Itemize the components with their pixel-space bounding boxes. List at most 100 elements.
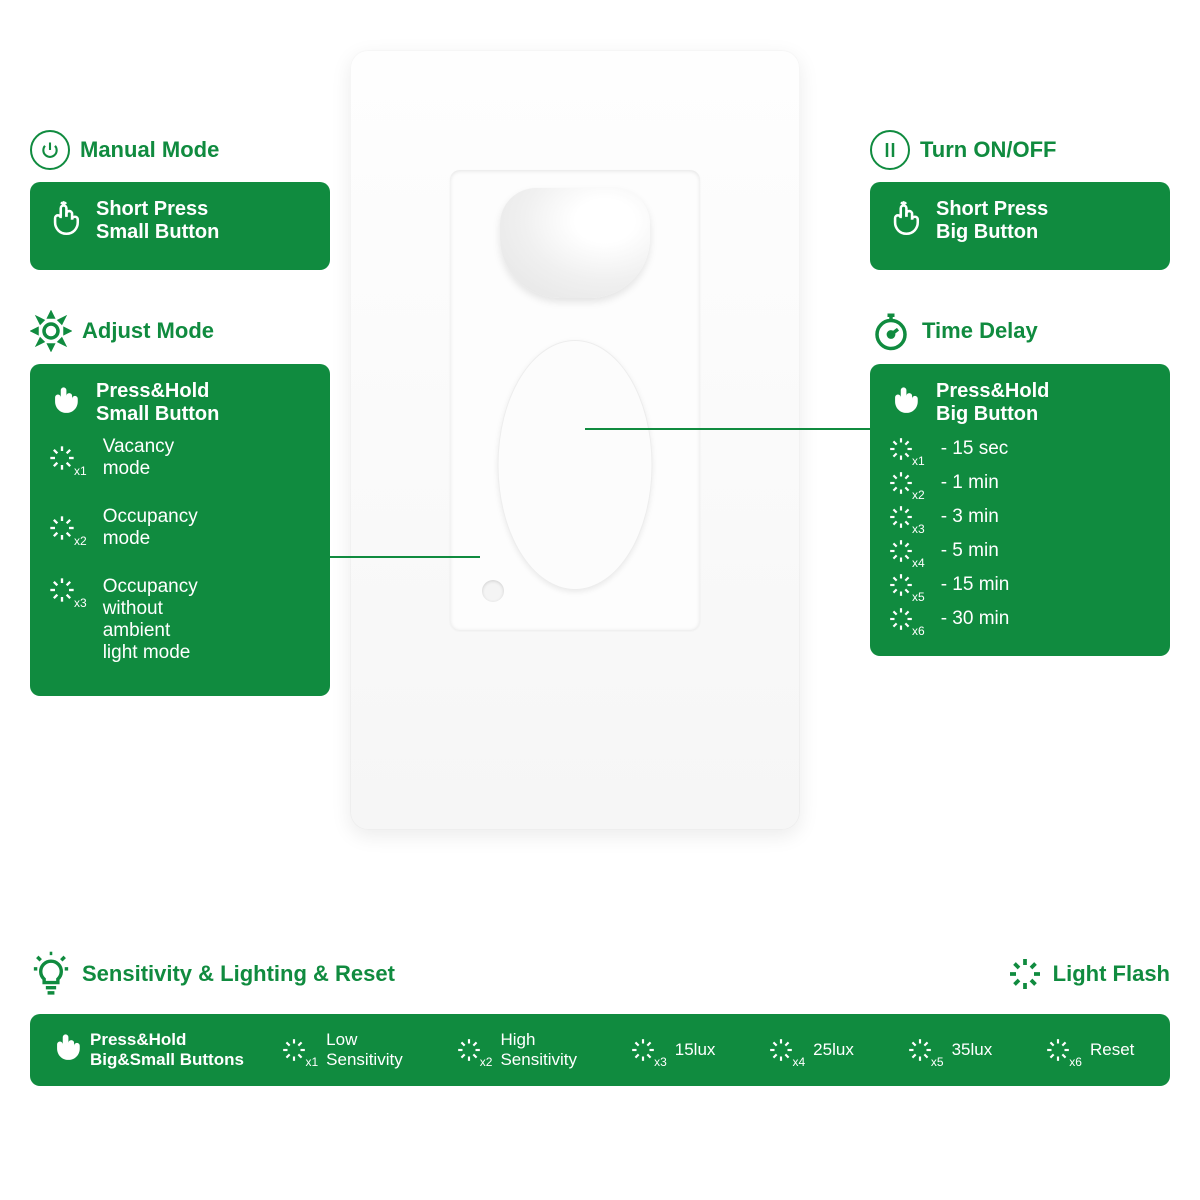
bottom-section: Sensitivity & Lighting & Reset Light Fla… xyxy=(30,950,1170,1086)
bottom-item-label: Sensitivity xyxy=(500,1050,577,1070)
flash-count: x3 xyxy=(74,596,87,610)
flash-icon: x4 xyxy=(768,1037,807,1063)
time-delay-box: Press&Hold Big Button x1- 15 secx2- 1 mi… xyxy=(870,364,1170,656)
delay-action-line2: Big Button xyxy=(936,403,1049,426)
time-delay-header: Time Delay xyxy=(870,310,1170,352)
tap-icon xyxy=(48,201,82,241)
light-flash-header: Light Flash xyxy=(1007,956,1170,992)
flash-count: x3 xyxy=(912,522,925,536)
adjust-action-line2: Small Button xyxy=(96,403,219,426)
manual-mode-section: Manual Mode Short Press Small Button xyxy=(30,130,330,270)
bottom-item-label: 15lux xyxy=(675,1040,716,1060)
delay-item-label: - 15 min xyxy=(941,574,1010,596)
bottom-action-line2: Big&Small Buttons xyxy=(90,1050,244,1070)
manual-mode-header: Manual Mode xyxy=(30,130,330,170)
adjust-item-label: mode xyxy=(103,458,174,480)
delay-item-label: - 30 min xyxy=(941,608,1010,630)
adjust-mode-section: Adjust Mode Press&Hold Small Button x1 V… xyxy=(30,310,330,696)
flash-count: x5 xyxy=(931,1055,944,1069)
manual-mode-box: Short Press Small Button xyxy=(30,182,330,270)
adjust-mode-box: Press&Hold Small Button x1 Vacancy mode … xyxy=(30,364,330,696)
adjust-item-label: without xyxy=(103,598,198,620)
pause-icon xyxy=(870,130,910,170)
bottom-item: x2HighSensitivity xyxy=(456,1030,577,1070)
delay-item: x4 - 5 min xyxy=(888,538,1152,564)
bottom-item: x1LowSensitivity xyxy=(281,1030,402,1070)
sensitivity-header: Sensitivity & Lighting & Reset xyxy=(30,950,395,998)
flash-count: x4 xyxy=(792,1055,805,1069)
stopwatch-icon xyxy=(870,310,912,352)
flash-count: x6 xyxy=(1069,1055,1082,1069)
adjust-item-2: x3 Occupancy without ambient light mode xyxy=(48,576,312,664)
bottom-item: x5 35lux xyxy=(907,1037,992,1063)
manual-box-line1: Short Press xyxy=(96,198,219,221)
adjust-mode-header: Adjust Mode xyxy=(30,310,330,352)
bottom-item: x4 25lux xyxy=(768,1037,853,1063)
adjust-item-0: x1 Vacancy mode xyxy=(48,436,312,480)
adjust-item-label: ambient xyxy=(103,620,198,642)
delay-item: x2 - 1 min xyxy=(888,470,1152,496)
flash-count: x2 xyxy=(480,1055,493,1069)
adjust-item-label: Occupancy xyxy=(103,506,198,528)
flash-count: x4 xyxy=(912,556,925,570)
sensitivity-title: Sensitivity & Lighting & Reset xyxy=(82,961,395,987)
flash-icon: x6 xyxy=(1045,1037,1084,1063)
flash-count: x1 xyxy=(74,464,87,478)
delay-item-label: - 1 min xyxy=(941,472,999,494)
flash-icon: x1 xyxy=(48,444,89,472)
bottom-item-label: 35lux xyxy=(952,1040,993,1060)
hold-icon xyxy=(48,383,82,423)
flash-icon: x5 xyxy=(888,572,927,598)
onoff-box-line1: Short Press xyxy=(936,198,1048,221)
hold-icon xyxy=(888,383,922,423)
flash-icon: x3 xyxy=(888,504,927,530)
adjust-item-label: light mode xyxy=(103,642,198,664)
bulb-icon xyxy=(30,950,72,998)
delay-item: x1- 15 sec xyxy=(888,436,1152,462)
flash-icon: x3 xyxy=(48,576,89,604)
bottom-item-label: Sensitivity xyxy=(326,1050,403,1070)
device-inner-panel xyxy=(450,170,700,630)
delay-item-label: - 3 min xyxy=(941,506,999,528)
onoff-section: Turn ON/OFF Short Press Big Button xyxy=(870,130,1170,270)
flash-icon: x2 xyxy=(888,470,927,496)
bottom-item-label: Reset xyxy=(1090,1040,1134,1060)
delay-item: x3 - 3 min xyxy=(888,504,1152,530)
flash-icon: x4 xyxy=(888,538,927,564)
flash-count: x5 xyxy=(912,590,925,604)
adjust-item-1: x2 Occupancy mode xyxy=(48,506,312,550)
flash-icon xyxy=(1007,956,1043,992)
motion-sensor-lens xyxy=(500,188,650,298)
flash-icon: x5 xyxy=(907,1037,946,1063)
small-button[interactable] xyxy=(482,580,504,602)
bottom-item-label: High xyxy=(500,1030,577,1050)
flash-icon: x2 xyxy=(456,1037,495,1063)
bottom-bar: Press&Hold Big&Small Buttons x1LowSensit… xyxy=(30,1014,1170,1086)
tap-icon xyxy=(888,201,922,241)
gear-icon xyxy=(30,310,72,352)
hold-icon xyxy=(50,1030,84,1070)
time-delay-title: Time Delay xyxy=(922,318,1038,344)
connector-line-left xyxy=(300,556,480,558)
flash-count: x1 xyxy=(912,454,925,468)
adjust-item-label: Vacancy xyxy=(103,436,174,458)
flash-icon: x1 xyxy=(281,1037,320,1063)
onoff-box-line2: Big Button xyxy=(936,221,1048,244)
delay-item-label: - 5 min xyxy=(941,540,999,562)
light-flash-label: Light Flash xyxy=(1053,961,1170,987)
bottom-item-label: 25lux xyxy=(813,1040,854,1060)
onoff-title: Turn ON/OFF xyxy=(920,137,1056,163)
device-faceplate xyxy=(350,50,800,830)
adjust-item-label: Occupancy xyxy=(103,576,198,598)
adjust-item-label: mode xyxy=(103,528,198,550)
big-button[interactable] xyxy=(498,340,653,590)
power-icon xyxy=(30,130,70,170)
delay-item-label: - 15 sec xyxy=(941,438,1009,460)
delay-item: x6- 30 min xyxy=(888,606,1152,632)
flash-icon: x3 xyxy=(630,1037,669,1063)
flash-count: x6 xyxy=(912,624,925,638)
adjust-mode-title: Adjust Mode xyxy=(82,318,214,344)
connector-line-right xyxy=(585,428,885,430)
manual-box-line2: Small Button xyxy=(96,221,219,244)
delay-action-line1: Press&Hold xyxy=(936,380,1049,403)
